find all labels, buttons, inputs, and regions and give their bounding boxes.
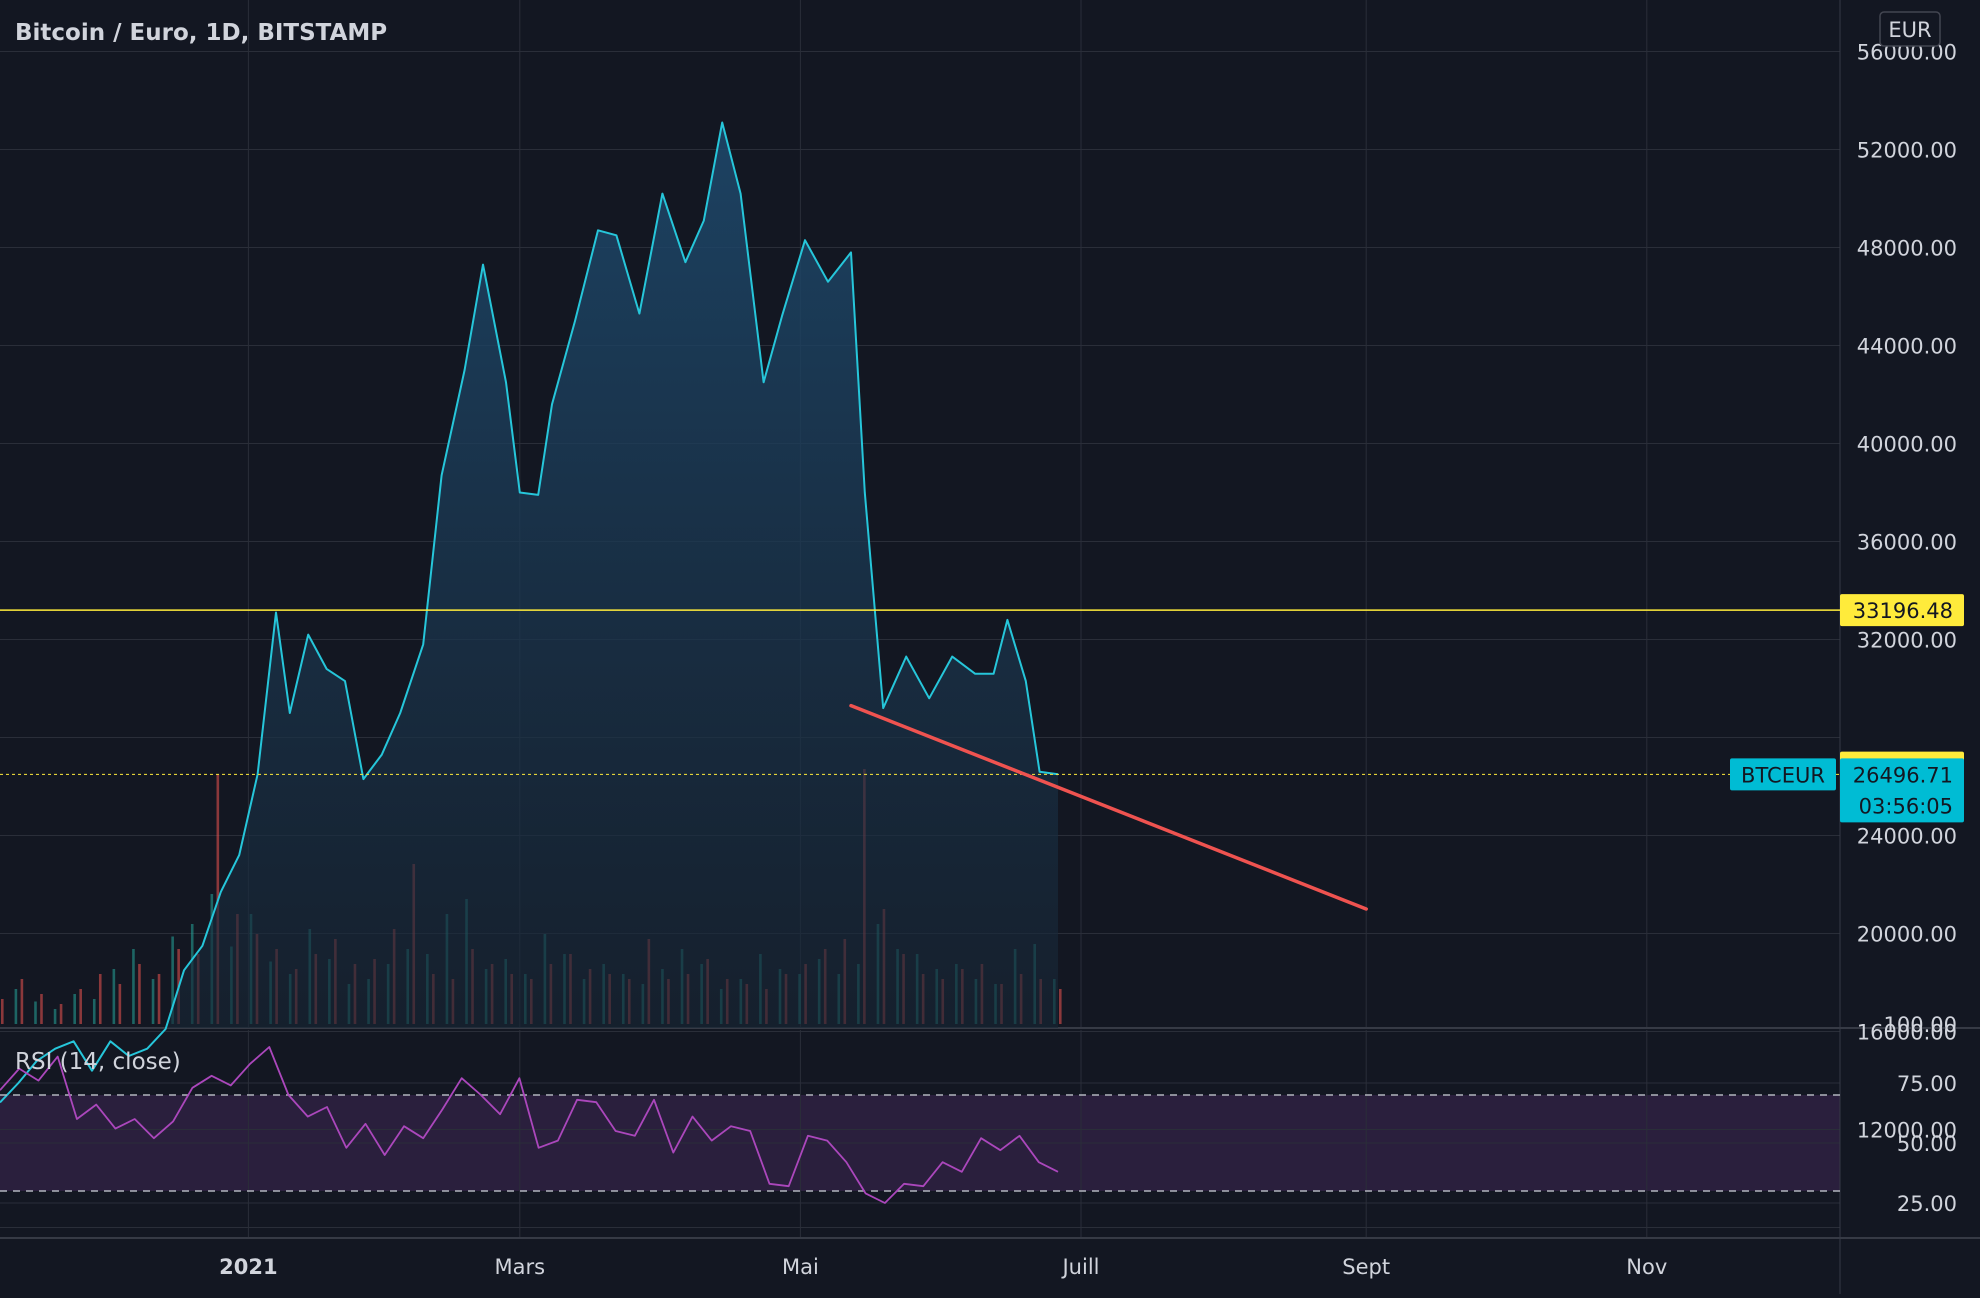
volume-bar-up <box>171 936 174 1024</box>
price-tick-label: 32000.00 <box>1857 629 1957 653</box>
volume-bar-down <box>138 964 141 1024</box>
price-tick-label: 40000.00 <box>1857 433 1957 457</box>
volume-bar-up <box>92 999 96 1024</box>
currency-label: EUR <box>1888 18 1931 42</box>
volume-bar-up <box>112 969 116 1024</box>
time-tick-label: Juill <box>1060 1255 1099 1279</box>
rsi-line[interactable] <box>0 1046 1059 1204</box>
volume-bar-up <box>73 994 76 1024</box>
volume-bar-up <box>34 1001 37 1024</box>
time-tick-label: Mars <box>495 1255 546 1279</box>
volume-bar-down <box>1 999 4 1024</box>
rsi-tick-label: 75.00 <box>1897 1072 1957 1096</box>
ticker-name: BTCEUR <box>1741 763 1825 787</box>
volume-axis-label: 100.00 <box>1884 1013 1957 1037</box>
price-tick-label: 24000.00 <box>1857 825 1957 849</box>
rsi-tick-label: 50.00 <box>1897 1132 1957 1156</box>
time-tick-label: Sept <box>1342 1255 1390 1279</box>
time-tick-label: Nov <box>1626 1255 1667 1279</box>
volume-bar-down <box>98 974 102 1024</box>
rsi-title: RSI (14, close) <box>15 1049 181 1075</box>
volume-bar-down <box>59 1004 63 1024</box>
trend-line[interactable] <box>849 703 1368 911</box>
price-tick-label: 44000.00 <box>1857 335 1957 359</box>
volume-bar-up <box>14 989 18 1024</box>
volume-bar-down <box>79 989 82 1024</box>
resistance-tag[interactable]: 33196.48 <box>1840 594 1964 627</box>
bar-countdown: 03:56:05 <box>1859 794 1953 818</box>
resistance-tag-text: 33196.48 <box>1853 599 1953 623</box>
price-line-btceur[interactable] <box>0 121 1059 1104</box>
price-area-fill <box>0 122 1058 1028</box>
volume-bar-down <box>40 994 43 1024</box>
price-tick-label: 16000.00 <box>1857 1021 1957 1045</box>
price-tick-label: 52000.00 <box>1857 139 1957 163</box>
volume-bar-down <box>1059 989 1062 1024</box>
volume-bar-down <box>20 979 24 1024</box>
symbol-title: Bitcoin / Euro, 1D, BITSTAMP <box>15 20 387 46</box>
volume-bar-up <box>151 979 155 1024</box>
price-tick-label: 36000.00 <box>1857 531 1957 555</box>
volume-bar-down <box>157 974 161 1024</box>
volume-bar-up <box>53 1009 57 1024</box>
time-axis[interactable]: 2021 Mars Mai Juill Sept Nov <box>219 1255 1667 1279</box>
currency-button[interactable]: EUR <box>1879 11 1941 47</box>
volume-bar-up <box>132 949 135 1024</box>
volume-bar-down <box>118 984 122 1024</box>
ticker-label[interactable]: BTCEUR <box>1730 758 1836 791</box>
last-price-value: 26496.71 <box>1853 763 1953 787</box>
price-tick-label: 20000.00 <box>1857 923 1957 947</box>
price-axis[interactable]: 12000.00 16000.00 20000.00 24000.00 32000.00… <box>1857 41 1957 1217</box>
time-tick-label: 2021 <box>219 1255 277 1279</box>
price-tick-label: 12000.00 <box>1857 1119 1957 1143</box>
time-tick-label: Mai <box>782 1255 819 1279</box>
last-price-tag[interactable]: 26496.71 03:56:05 <box>1840 758 1964 823</box>
price-tick-label: 48000.00 <box>1857 237 1957 261</box>
rsi-tick-label: 25.00 <box>1897 1192 1957 1216</box>
